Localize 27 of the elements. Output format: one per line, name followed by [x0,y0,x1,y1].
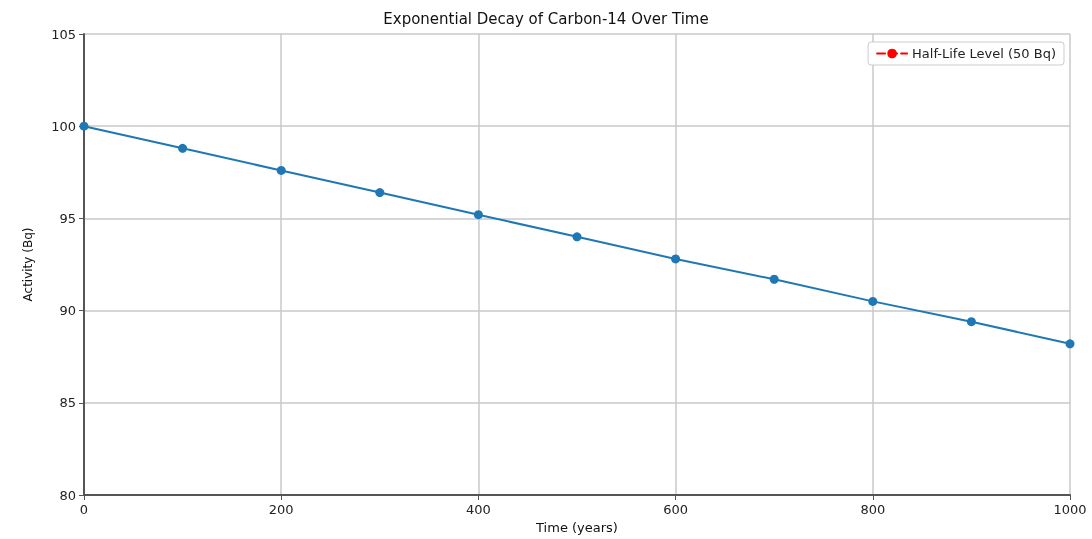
x-tick-label: 1000 [1053,502,1087,517]
y-tick-label: 90 [59,303,76,319]
point [572,232,582,242]
y-tick-label: 80 [59,487,76,503]
x-tick-label: 600 [663,502,689,517]
point [79,121,89,131]
point [375,188,385,198]
x-axis-title: Time (years) [535,519,618,535]
y-tick-label: 85 [59,395,76,411]
y-tick-label: 100 [51,118,76,134]
y-axis-title: Activity (Bq) [21,227,35,302]
point [1065,339,1075,349]
point [868,296,878,306]
chart-title: Exponential Decay of Carbon-14 Over Time [383,9,709,28]
legend-label: Half-Life Level (50 Bq) [912,46,1057,61]
point [276,165,286,175]
x-tick-label: 200 [268,502,294,517]
point [966,317,976,327]
y-tick-label: 95 [59,210,76,226]
x-tick-label: 0 [79,502,89,517]
y-tick-label: 105 [51,26,76,42]
point [473,210,483,220]
x-tick-label: 800 [860,502,886,517]
point [769,274,779,284]
point [178,143,188,153]
point [671,254,681,264]
x-tick-label: 400 [465,502,491,517]
